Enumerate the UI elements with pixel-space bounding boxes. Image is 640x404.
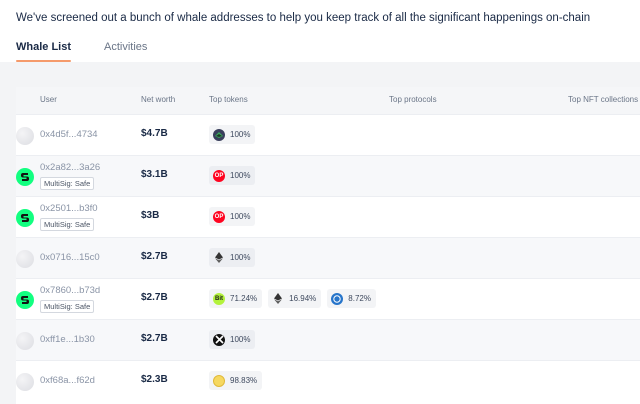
token-percentage: 71.24% <box>230 294 258 303</box>
page-description: We've screened out a bunch of whale addr… <box>16 12 591 24</box>
multisig-badge: MultiSig: Safe <box>40 218 95 231</box>
token-chip: 16.94% <box>268 289 322 308</box>
safe-multisig-icon <box>16 209 34 227</box>
net-worth-value: $3B <box>141 210 160 221</box>
token-chip: OP 100% <box>209 166 256 185</box>
table-header: User Net worth Top tokens Top protocols … <box>16 87 640 114</box>
safe-multisig-icon <box>16 168 34 186</box>
content-panel: User Net worth Top tokens Top protocols … <box>0 62 640 404</box>
token-chip: Bit 71.24% <box>209 289 263 308</box>
token-chip: 100% <box>209 248 256 267</box>
table-row[interactable]: 0x2a82...3a26 MultiSig: Safe $3.1B OP 10… <box>16 155 640 196</box>
table-row[interactable]: 0x4d5f...4734 $4.7B 100% <box>16 114 640 155</box>
token-percentage: 100% <box>230 130 251 139</box>
avatar <box>16 127 34 145</box>
cro-token-icon <box>213 333 225 346</box>
whale-address[interactable]: 0x2501...b3f0 <box>40 203 98 214</box>
whale-address[interactable]: 0x2a82...3a26 <box>40 162 101 173</box>
column-header-top-nft-collections: Top NFT collections <box>568 95 639 104</box>
token-percentage: 100% <box>230 171 251 180</box>
top-tokens: OP 100% <box>209 166 261 185</box>
top-tokens: 98.83% <box>209 371 268 390</box>
table-row[interactable]: 0xff1e...1b30 $2.7B 100% <box>16 319 640 360</box>
top-tokens: 100% <box>209 330 261 349</box>
multisig-badge: MultiSig: Safe <box>40 300 95 313</box>
eth-icon <box>213 252 225 264</box>
column-header-user[interactable]: User <box>40 95 57 104</box>
top-tokens: 100% <box>209 248 261 267</box>
net-worth-value: $2.3B <box>141 374 168 385</box>
steth-icon <box>213 128 225 141</box>
tab-activities[interactable]: Activities <box>104 41 148 53</box>
net-worth-value: $2.7B <box>141 251 168 262</box>
safe-multisig-icon <box>16 291 34 309</box>
coin-token-icon <box>213 374 225 387</box>
whale-table: User Net worth Top tokens Top protocols … <box>16 87 640 404</box>
avatar <box>16 373 34 391</box>
token-percentage: 98.83% <box>230 376 258 385</box>
column-header-top-tokens: Top tokens <box>209 95 248 104</box>
top-tokens: OP 100% <box>209 207 261 226</box>
whale-address[interactable]: 0x7860...b73d <box>40 285 101 296</box>
token-percentage: 16.94% <box>289 294 317 303</box>
token-percentage: 8.72% <box>348 294 371 303</box>
token-percentage: 100% <box>230 253 251 262</box>
table-row[interactable]: 0x7860...b73d MultiSig: Safe $2.7B Bit 7… <box>16 278 640 319</box>
whale-address[interactable]: 0x0716...15c0 <box>40 252 100 263</box>
bit-token-icon: Bit <box>213 292 225 305</box>
avatar <box>16 332 34 350</box>
token-chip: 98.83% <box>209 371 263 390</box>
net-worth-value: $2.7B <box>141 333 168 344</box>
token-chip: 8.72% <box>327 289 376 308</box>
top-tokens: Bit 71.24% 16.94% 8.72% <box>209 289 382 308</box>
net-worth-value: $2.7B <box>141 292 168 303</box>
token-percentage: 100% <box>230 212 251 221</box>
table-row[interactable]: 0xf68a...f62d $2.3B 98.83% <box>16 360 640 401</box>
table-row[interactable]: 0x2501...b3f0 MultiSig: Safe $3B OP 100% <box>16 196 640 237</box>
token-chip: 100% <box>209 330 256 349</box>
op-token-icon: OP <box>213 169 225 182</box>
net-worth-value: $4.7B <box>141 128 168 139</box>
token-chip: 100% <box>209 125 256 144</box>
whale-address[interactable]: 0xff1e...1b30 <box>40 334 95 345</box>
avatar <box>16 250 34 268</box>
whale-address[interactable]: 0xf68a...f62d <box>40 375 95 386</box>
op-token-icon: OP <box>213 210 225 223</box>
multisig-badge: MultiSig: Safe <box>40 177 95 190</box>
tab-whale-list[interactable]: Whale List <box>16 40 72 62</box>
column-header-top-protocols: Top protocols <box>389 95 437 104</box>
top-tokens: 100% <box>209 125 261 144</box>
table-row[interactable]: 0x0716...15c0 $2.7B 100% <box>16 237 640 278</box>
net-worth-value: $3.1B <box>141 169 168 180</box>
whale-address[interactable]: 0x4d5f...4734 <box>40 129 98 140</box>
usdc-icon <box>331 292 344 305</box>
tab-bar: Whale List Activities <box>16 40 180 62</box>
column-header-net-worth[interactable]: Net worth <box>141 95 176 104</box>
token-chip: OP 100% <box>209 207 256 226</box>
token-percentage: 100% <box>230 335 251 344</box>
eth-icon <box>272 293 284 305</box>
